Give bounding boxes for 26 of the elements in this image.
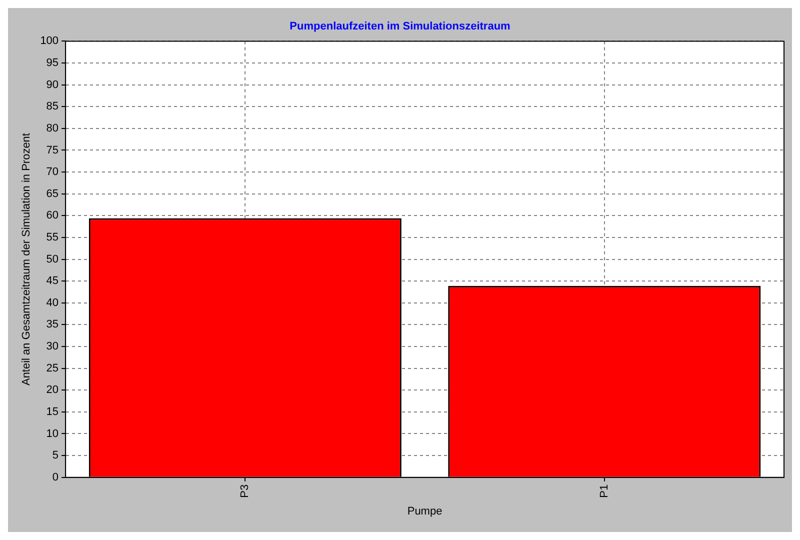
y-tick-label: 65: [46, 188, 59, 200]
chart-title: Pumpenlaufzeiten im Simulationszeitraum: [290, 20, 511, 33]
y-tick-label: 0: [52, 471, 59, 484]
y-tick-label: 5: [52, 450, 59, 462]
y-tick-label: 15: [46, 406, 59, 418]
y-tick-label: 55: [46, 231, 59, 244]
x-tick-label: P1: [598, 484, 610, 498]
x-axis-title: Pumpe: [407, 505, 442, 518]
y-tick-label: 85: [46, 100, 59, 113]
y-tick-label: 30: [46, 340, 59, 353]
x-tick-label: P3: [239, 484, 252, 498]
y-tick-label: 100: [40, 35, 59, 48]
y-tick-label: 35: [46, 318, 59, 331]
y-tick-label: 25: [46, 362, 59, 374]
y-tick-label: 95: [46, 57, 59, 70]
y-axis-title: Anteil an Gesamtzeitraum der Simulation in Prozent: [20, 133, 33, 386]
y-tick-label: 60: [46, 210, 59, 222]
y-tick-label: 50: [46, 253, 59, 266]
y-tick-label: 45: [46, 275, 59, 288]
y-tick-label: 20: [46, 384, 59, 396]
y-tick-label: 75: [46, 144, 59, 156]
y-tick-label: 90: [46, 78, 59, 91]
y-tick-label: 70: [46, 166, 59, 178]
y-tick-label: 10: [46, 428, 59, 440]
y-tick-label: 80: [46, 122, 59, 134]
y-tick-label: 40: [46, 296, 59, 309]
